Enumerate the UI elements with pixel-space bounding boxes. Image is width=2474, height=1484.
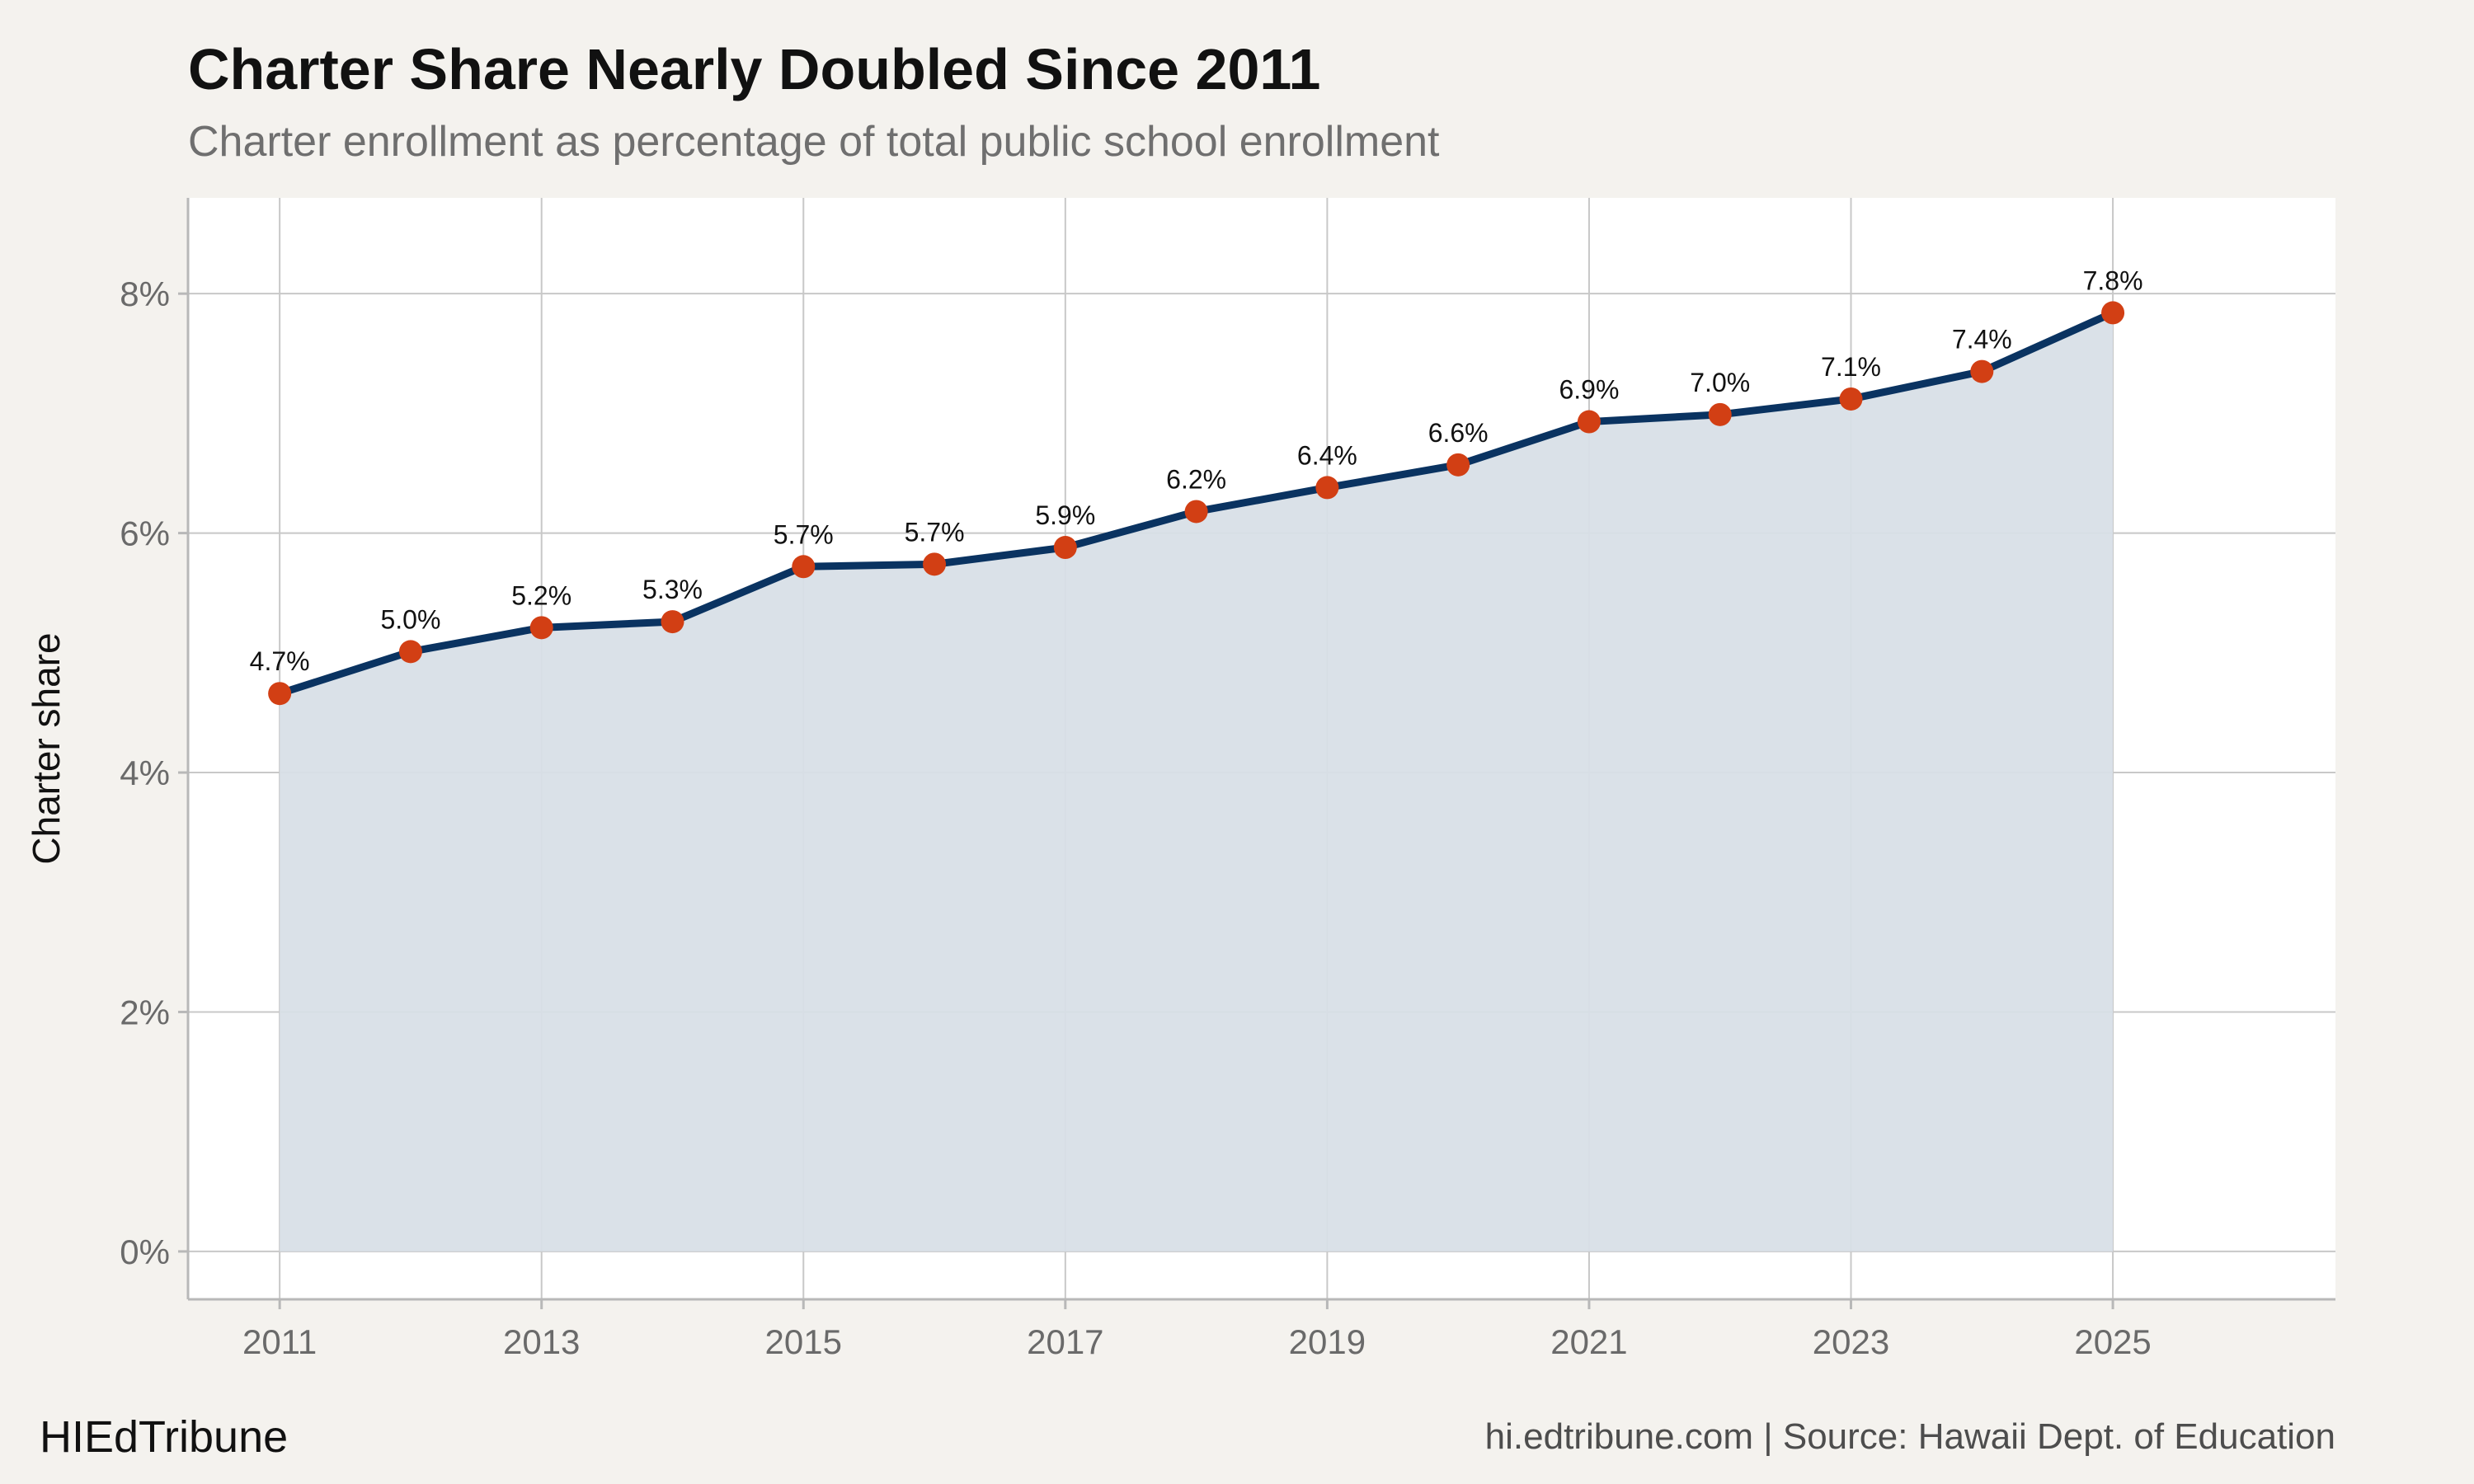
data-label-2022: 7.0% (1690, 368, 1750, 397)
data-labels: 4.7% 5.0% 5.2% 5.3% 5.7% 5.7% 5.9% 6.2% 6.4% 6.6%… (250, 265, 2143, 676)
data-point-2012 (398, 640, 422, 664)
data-point-2013 (529, 616, 553, 640)
data-point-2020 (1446, 453, 1470, 477)
x-tick-label: 2019 (1289, 1322, 1366, 1361)
data-label-2019: 6.4% (1297, 440, 1357, 470)
data-label-2025: 7.8% (2083, 265, 2143, 295)
y-tick-label: 2% (120, 993, 170, 1031)
data-point-2018 (1184, 500, 1208, 524)
axes: 0% 2% 4% 6% 8% 2011 2013 2015 2017 2019 2021 2023 20… (120, 198, 2335, 1361)
data-label-2012: 5.0% (380, 604, 440, 634)
data-label-2011: 4.7% (250, 646, 310, 676)
source-caption: hi.edtribune.com | Source: Hawaii Dept. … (1484, 1416, 2335, 1457)
x-tick-label: 2011 (242, 1322, 317, 1361)
chart-subtitle: Charter enrollment as percentage of tota… (188, 118, 1440, 166)
y-axis-title: Charter share (25, 632, 68, 864)
data-label-2021: 6.9% (1559, 375, 1619, 405)
y-tick-label: 8% (120, 275, 170, 313)
data-point-2015 (792, 555, 816, 579)
x-tick-label: 2025 (2074, 1322, 2151, 1361)
y-tick-label: 6% (120, 514, 170, 553)
data-label-2013: 5.2% (511, 580, 571, 610)
data-label-2014: 5.3% (642, 575, 703, 604)
x-tick-label: 2023 (1813, 1322, 1889, 1361)
x-tick-label: 2017 (1027, 1322, 1103, 1361)
data-point-2011 (268, 682, 292, 706)
data-label-2017: 5.9% (1035, 500, 1095, 530)
data-point-2025 (2101, 301, 2125, 325)
data-label-2015: 5.7% (774, 519, 834, 549)
data-point-2022 (1708, 402, 1732, 426)
x-tick-label: 2015 (765, 1322, 842, 1361)
data-point-2014 (661, 610, 684, 634)
chart-title: Charter Share Nearly Doubled Since 2011 (188, 37, 1321, 101)
data-point-2017 (1053, 536, 1077, 560)
data-point-2023 (1839, 387, 1863, 411)
data-points (268, 301, 2125, 706)
data-label-2023: 7.1% (1821, 352, 1881, 382)
brand-logo-text: HIEdTribune (40, 1412, 289, 1462)
data-point-2016 (923, 552, 947, 576)
data-point-2019 (1315, 476, 1339, 500)
data-point-2024 (1970, 359, 1994, 383)
x-tick-label: 2013 (503, 1322, 580, 1361)
y-tick-label: 4% (120, 754, 170, 792)
data-point-2021 (1577, 410, 1601, 434)
y-tick-label: 0% (120, 1233, 170, 1271)
area-fill (280, 312, 2114, 1252)
data-label-2024: 7.4% (1952, 325, 2012, 355)
data-label-2018: 6.2% (1166, 464, 1226, 494)
x-tick-label: 2021 (1550, 1322, 1627, 1361)
data-label-2016: 5.7% (905, 517, 965, 547)
data-label-2020: 6.6% (1428, 418, 1489, 448)
